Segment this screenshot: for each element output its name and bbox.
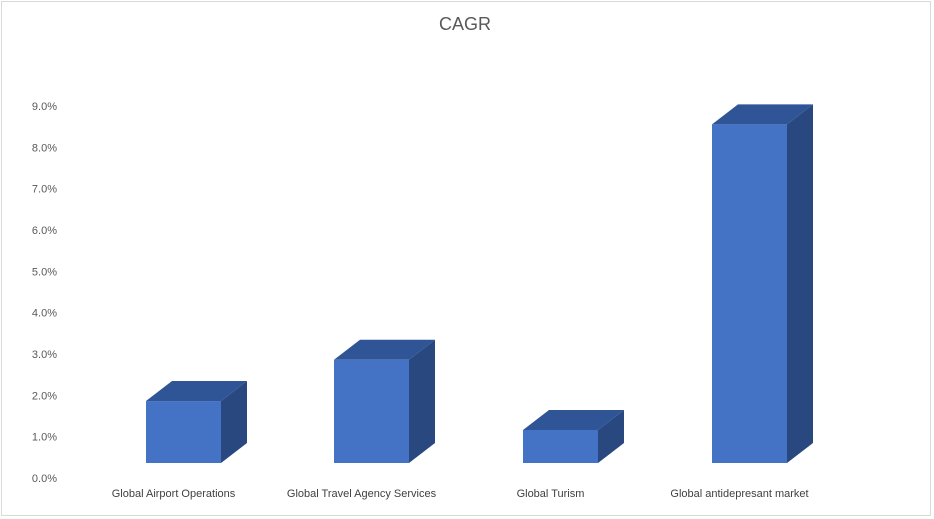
y-tick-label: 2.0%	[32, 390, 57, 402]
bar-side-face	[787, 104, 813, 463]
y-tick-label: 1.0%	[32, 432, 57, 444]
category-label: Global Turism	[517, 488, 585, 500]
y-tick-label: 7.0%	[32, 184, 57, 196]
bar	[334, 339, 435, 463]
bar	[712, 104, 813, 463]
y-tick-label: 4.0%	[32, 308, 57, 320]
y-tick-label: 9.0%	[32, 101, 57, 113]
bar-front-face	[334, 359, 409, 463]
bar-front-face	[523, 429, 598, 463]
y-tick-label: 3.0%	[32, 349, 57, 361]
category-label: Global Travel Agency Services	[287, 488, 437, 500]
bar-side-face	[409, 339, 435, 463]
chart-title: CAGR	[439, 14, 491, 34]
bar-top-face	[146, 381, 247, 402]
bar-top-face	[523, 409, 624, 430]
y-tick-label: 0.0%	[32, 473, 57, 485]
y-tick-label: 5.0%	[32, 266, 57, 278]
bar-front-face	[712, 124, 787, 463]
bar	[146, 381, 247, 463]
bar-front-face	[146, 401, 221, 463]
bar-side-face	[598, 409, 624, 463]
bar-top-face	[334, 339, 435, 360]
bar	[523, 409, 624, 463]
y-tick-label: 8.0%	[32, 142, 57, 154]
category-label: Global Airport Operations	[112, 488, 236, 500]
bar-side-face	[221, 381, 247, 463]
category-label: Global antidepresant market	[670, 488, 808, 500]
y-tick-label: 6.0%	[32, 225, 57, 237]
bar-top-face	[712, 104, 813, 125]
